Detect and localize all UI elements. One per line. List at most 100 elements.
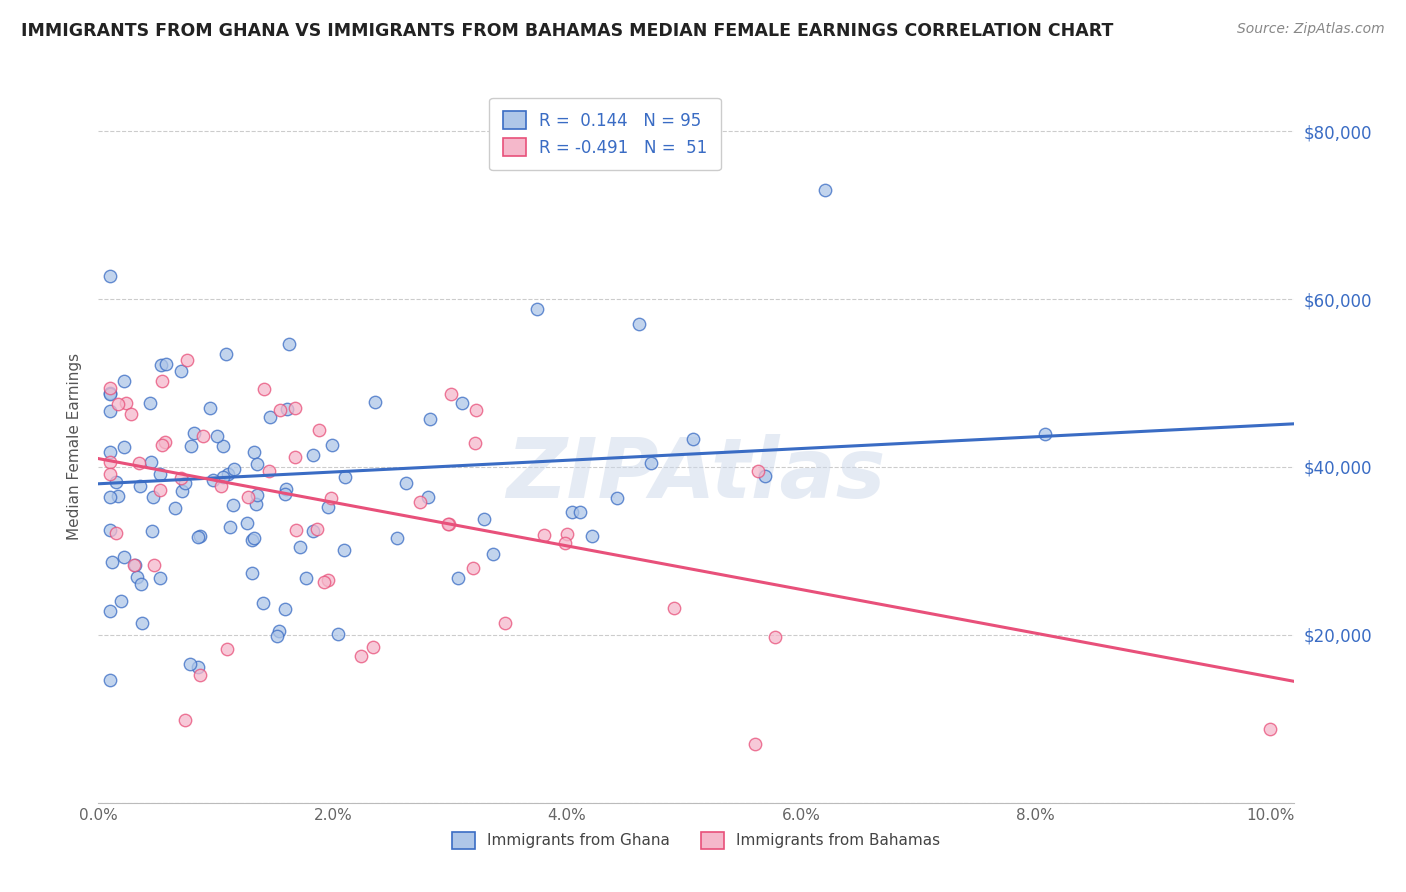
Point	[555, 527, 578, 541]
Text: ZIPAtlas: ZIPAtlas	[506, 434, 886, 515]
Point	[98, 404, 121, 418]
Point	[142, 558, 165, 572]
Point	[149, 359, 172, 373]
Point	[554, 535, 576, 549]
Point	[361, 640, 384, 654]
Point	[307, 522, 329, 536]
Point	[437, 517, 460, 532]
Point	[131, 616, 153, 631]
Point	[285, 524, 308, 538]
Point	[149, 467, 172, 481]
Point	[173, 475, 195, 490]
Point	[754, 468, 776, 483]
Point	[183, 426, 205, 441]
Point	[245, 488, 267, 502]
Point	[569, 505, 592, 519]
Point	[302, 448, 325, 462]
Point	[149, 571, 172, 585]
Point	[269, 402, 291, 417]
Point	[747, 464, 769, 478]
Point	[215, 347, 238, 361]
Point	[1033, 427, 1056, 442]
Point	[219, 520, 242, 534]
Point	[115, 396, 138, 410]
Point	[187, 530, 209, 544]
Point	[153, 435, 176, 450]
Point	[170, 364, 193, 378]
Y-axis label: Median Female Earnings: Median Female Earnings	[67, 352, 83, 540]
Point	[283, 450, 305, 464]
Point	[419, 412, 441, 426]
Point	[494, 615, 516, 630]
Point	[188, 529, 211, 543]
Point	[163, 500, 186, 515]
Point	[236, 490, 259, 504]
Point	[447, 571, 470, 585]
Point	[312, 574, 335, 589]
Point	[188, 668, 211, 682]
Point	[533, 528, 555, 542]
Point	[267, 624, 290, 638]
Point	[451, 395, 474, 409]
Point	[278, 337, 301, 351]
Point	[122, 558, 145, 573]
Point	[464, 436, 486, 450]
Point	[274, 601, 297, 615]
Point	[110, 593, 132, 607]
Point	[350, 649, 373, 664]
Point	[581, 529, 603, 543]
Point	[243, 531, 266, 545]
Point	[112, 440, 135, 454]
Point	[124, 558, 146, 572]
Point	[104, 525, 127, 540]
Point	[664, 600, 686, 615]
Point	[98, 455, 121, 469]
Point	[385, 531, 408, 545]
Point	[112, 374, 135, 388]
Point	[440, 387, 463, 401]
Point	[141, 455, 163, 469]
Point	[129, 479, 152, 493]
Point	[316, 573, 339, 587]
Point	[107, 489, 129, 503]
Point	[98, 381, 121, 395]
Point	[240, 566, 263, 581]
Point	[150, 374, 173, 388]
Point	[217, 467, 239, 481]
Point	[142, 491, 165, 505]
Point	[606, 491, 628, 506]
Point	[170, 471, 193, 485]
Point	[295, 571, 318, 585]
Point	[252, 382, 274, 396]
Point	[316, 500, 339, 514]
Point	[98, 523, 121, 537]
Point	[364, 395, 387, 409]
Point	[335, 470, 357, 484]
Point	[104, 475, 127, 489]
Point	[120, 407, 142, 421]
Point	[321, 491, 343, 506]
Point	[245, 497, 267, 511]
Point	[481, 547, 503, 561]
Point	[409, 495, 432, 509]
Point	[107, 397, 129, 411]
Point	[98, 490, 121, 504]
Point	[98, 673, 121, 687]
Point	[561, 505, 583, 519]
Point	[187, 659, 209, 673]
Point	[217, 641, 239, 656]
Point	[326, 627, 349, 641]
Point	[321, 438, 343, 452]
Point	[127, 570, 149, 584]
Point	[274, 482, 297, 496]
Point	[211, 470, 233, 484]
Point	[180, 439, 202, 453]
Point	[1258, 722, 1281, 736]
Point	[744, 737, 766, 751]
Point	[100, 387, 122, 401]
Point	[211, 438, 233, 452]
Point	[259, 409, 281, 424]
Point	[640, 456, 662, 470]
Point	[179, 657, 201, 671]
Point	[308, 423, 330, 437]
